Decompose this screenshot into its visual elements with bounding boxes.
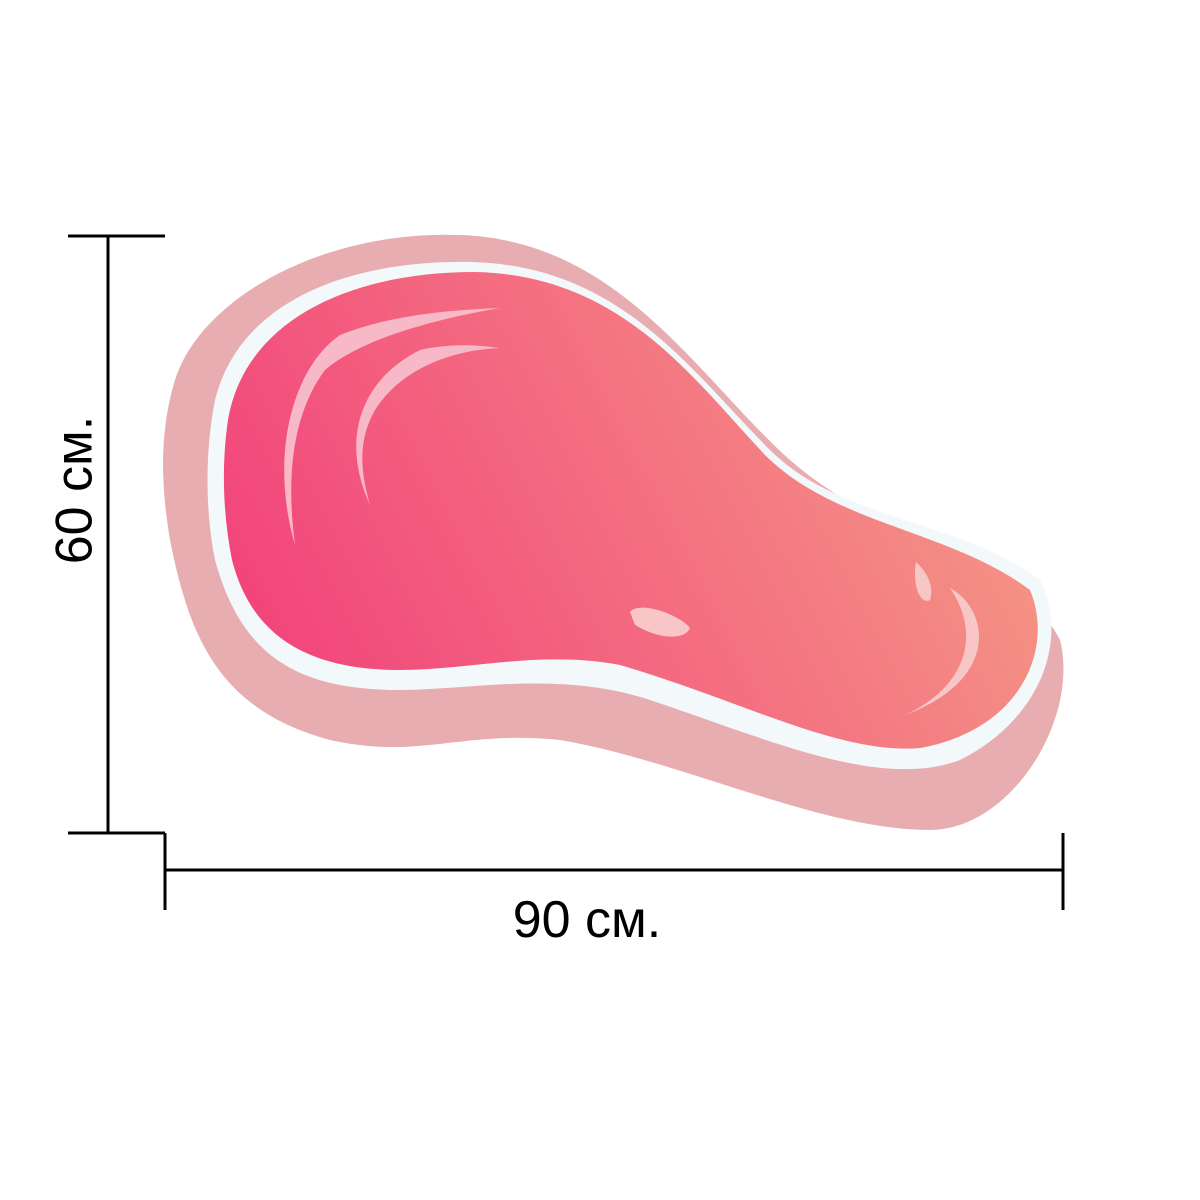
highlight [630, 607, 690, 637]
mat-surface [223, 272, 1038, 749]
height-label: 60 см. [46, 416, 104, 564]
width-label: 90 см. [513, 891, 661, 949]
dimension-lines [68, 234, 1065, 910]
highlight [356, 345, 500, 505]
highlight [914, 562, 932, 601]
